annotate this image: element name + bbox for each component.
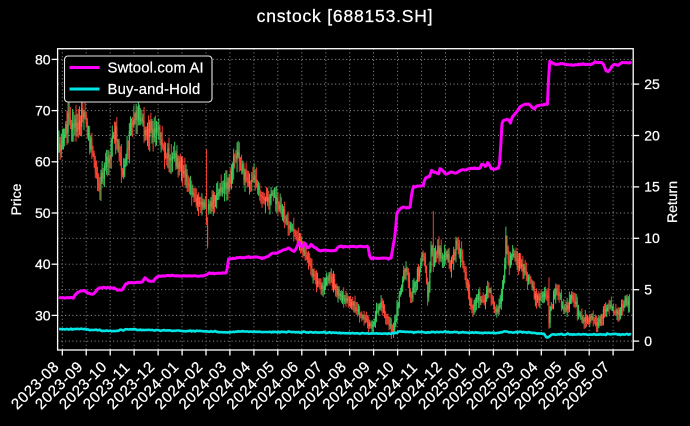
svg-text:Buy-and-Hold: Buy-and-Hold — [108, 82, 201, 98]
svg-text:30: 30 — [35, 307, 51, 323]
svg-text:60: 60 — [35, 154, 51, 170]
svg-text:10: 10 — [644, 230, 660, 246]
svg-text:cnstock [688153.SH]: cnstock [688153.SH] — [257, 6, 434, 26]
svg-text:20: 20 — [644, 127, 660, 143]
svg-text:25: 25 — [644, 76, 660, 92]
svg-text:5: 5 — [644, 282, 652, 298]
svg-text:40: 40 — [35, 256, 51, 272]
svg-text:0: 0 — [644, 333, 652, 349]
svg-text:70: 70 — [35, 103, 51, 119]
svg-text:Price: Price — [8, 183, 24, 215]
svg-text:Swtool.com AI: Swtool.com AI — [108, 61, 204, 77]
svg-text:15: 15 — [644, 179, 660, 195]
svg-text:Return: Return — [664, 181, 680, 223]
svg-text:80: 80 — [35, 51, 51, 67]
svg-text:50: 50 — [35, 205, 51, 221]
